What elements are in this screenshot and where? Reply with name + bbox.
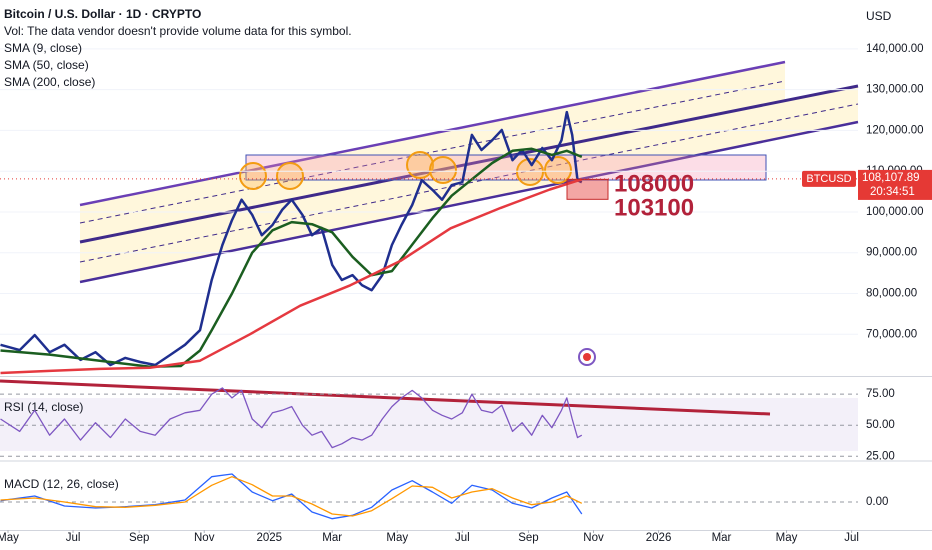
symbol-label: BTCUSD	[806, 173, 851, 185]
channel-band	[80, 62, 785, 242]
channel-midline	[79, 80, 786, 224]
level-label: 108000	[614, 170, 694, 197]
y-tick-label: 25.00	[866, 450, 895, 462]
circle-marker	[406, 151, 434, 179]
series-line	[0, 476, 583, 517]
countdown-label: 20:34:51	[870, 186, 915, 198]
level-label: 103100	[614, 194, 694, 221]
plot-area	[0, 473, 583, 520]
channel-line	[79, 120, 859, 284]
x-tick-label: Sep	[518, 532, 538, 544]
channel-drawings	[79, 60, 859, 284]
legend-entry: SMA (50, close)	[4, 58, 89, 72]
series-line	[0, 178, 583, 375]
x-tick-label: Mar	[322, 532, 342, 544]
x-tick-label: Jul	[66, 532, 81, 544]
y-tick-label: 140,000.00	[866, 43, 924, 55]
x-tick-label: 2025	[256, 532, 282, 544]
icon	[583, 353, 591, 361]
y-tick-label: 130,000.00	[866, 84, 924, 96]
legend-entry: SMA (200, close)	[4, 75, 95, 89]
x-tick-label: Nov	[194, 532, 215, 544]
macd-title: MACD (12, 26, close)	[4, 477, 119, 491]
circle-marker	[544, 156, 572, 184]
plot-area	[0, 387, 583, 449]
channel-line	[79, 60, 786, 207]
x-tick-label: May	[386, 532, 408, 544]
chart-title: Bitcoin / U.S. Dollar · 1D · CRYPTO	[4, 7, 201, 21]
symbol-badge	[802, 170, 856, 187]
y-tick-label: 90,000.00	[866, 247, 917, 259]
channel-band	[80, 86, 858, 282]
circle-marker	[276, 162, 304, 190]
y-tick-label: 100,000.00	[866, 206, 924, 218]
y-tick-label: 75.00	[866, 388, 895, 400]
price-badge	[858, 169, 932, 200]
rsi-title: RSI (14, close)	[4, 400, 83, 414]
y-tick-label: 80,000.00	[866, 288, 917, 300]
series-line	[0, 387, 583, 449]
series-line	[0, 110, 583, 367]
last-price-label: 108,107.89	[862, 172, 920, 184]
plot-area	[0, 110, 583, 375]
zone-rectangle	[245, 154, 767, 181]
currency-label: USD	[866, 9, 892, 23]
circle-marker	[239, 162, 267, 190]
rsi-trendline	[0, 379, 771, 416]
x-tick-label: Nov	[583, 532, 604, 544]
legend-entry: SMA (9, close)	[4, 41, 82, 55]
x-tick-label: 2026	[646, 532, 672, 544]
y-tick-label: 0.00	[866, 496, 888, 508]
circle-marker	[429, 156, 457, 184]
x-tick-label: Jul	[455, 532, 470, 544]
x-tick-label: Sep	[129, 532, 149, 544]
x-tick-label: Mar	[712, 532, 732, 544]
channel-line	[79, 84, 859, 244]
y-tick-label: 70,000.00	[866, 328, 917, 340]
x-tick-label: Jul	[844, 532, 859, 544]
x-tick-label: May	[0, 532, 19, 544]
level-box	[566, 178, 609, 200]
x-tick-label: May	[776, 532, 798, 544]
subtitle: Vol: The data vendor doesn't provide vol…	[4, 24, 352, 38]
y-tick-label: 120,000.00	[866, 124, 924, 136]
y-tick-label: 50.00	[866, 419, 895, 431]
logo-icon	[578, 348, 596, 366]
